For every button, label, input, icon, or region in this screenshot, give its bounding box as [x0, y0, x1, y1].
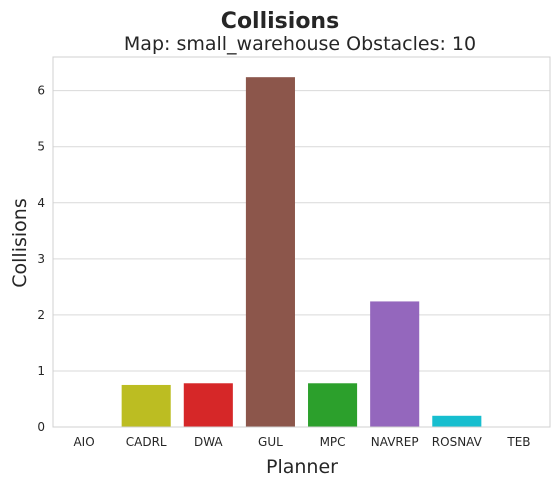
bar-mpc: [308, 383, 358, 427]
x-tick-label: TEB: [506, 435, 530, 449]
chart-title: Collisions: [221, 9, 339, 34]
x-tick-label: NAVREP: [371, 435, 419, 449]
y-tick-label: 4: [37, 196, 45, 210]
x-tick-label: DWA: [194, 435, 223, 449]
y-tick-label: 2: [37, 308, 45, 322]
y-gridlines: [53, 90, 550, 428]
y-tick-label: 1: [37, 364, 45, 378]
x-axis-label: Planner: [266, 456, 338, 478]
bar-dwa: [183, 383, 233, 427]
chart-subtitle: Map: small_warehouse Obstacles: 10: [124, 33, 476, 55]
x-tick-label: CADRL: [126, 435, 167, 449]
bar-cadrl: [121, 384, 171, 427]
bar-rosnav: [432, 415, 482, 427]
y-tick-labels: 0 1 2 3 4 5 6: [37, 84, 45, 434]
x-tick-label: GUL: [258, 435, 283, 449]
plot-frame: [52, 56, 551, 428]
x-tick-label: AIO: [73, 435, 94, 449]
y-tick-label: 5: [37, 140, 45, 154]
bar-navrep: [370, 301, 420, 427]
x-tick-label: MPC: [320, 435, 346, 449]
x-tick-label: ROSNAV: [432, 435, 483, 449]
bars: [121, 77, 482, 427]
y-tick-label: 3: [37, 252, 45, 266]
y-tick-label: 0: [37, 420, 45, 434]
y-axis-label: Collisions: [9, 198, 31, 287]
x-tick-labels: AIO CADRL DWA GUL MPC NAVREP ROSNAV TEB: [73, 435, 530, 449]
y-tick-label: 6: [37, 84, 45, 98]
bar-gul: [245, 77, 295, 427]
